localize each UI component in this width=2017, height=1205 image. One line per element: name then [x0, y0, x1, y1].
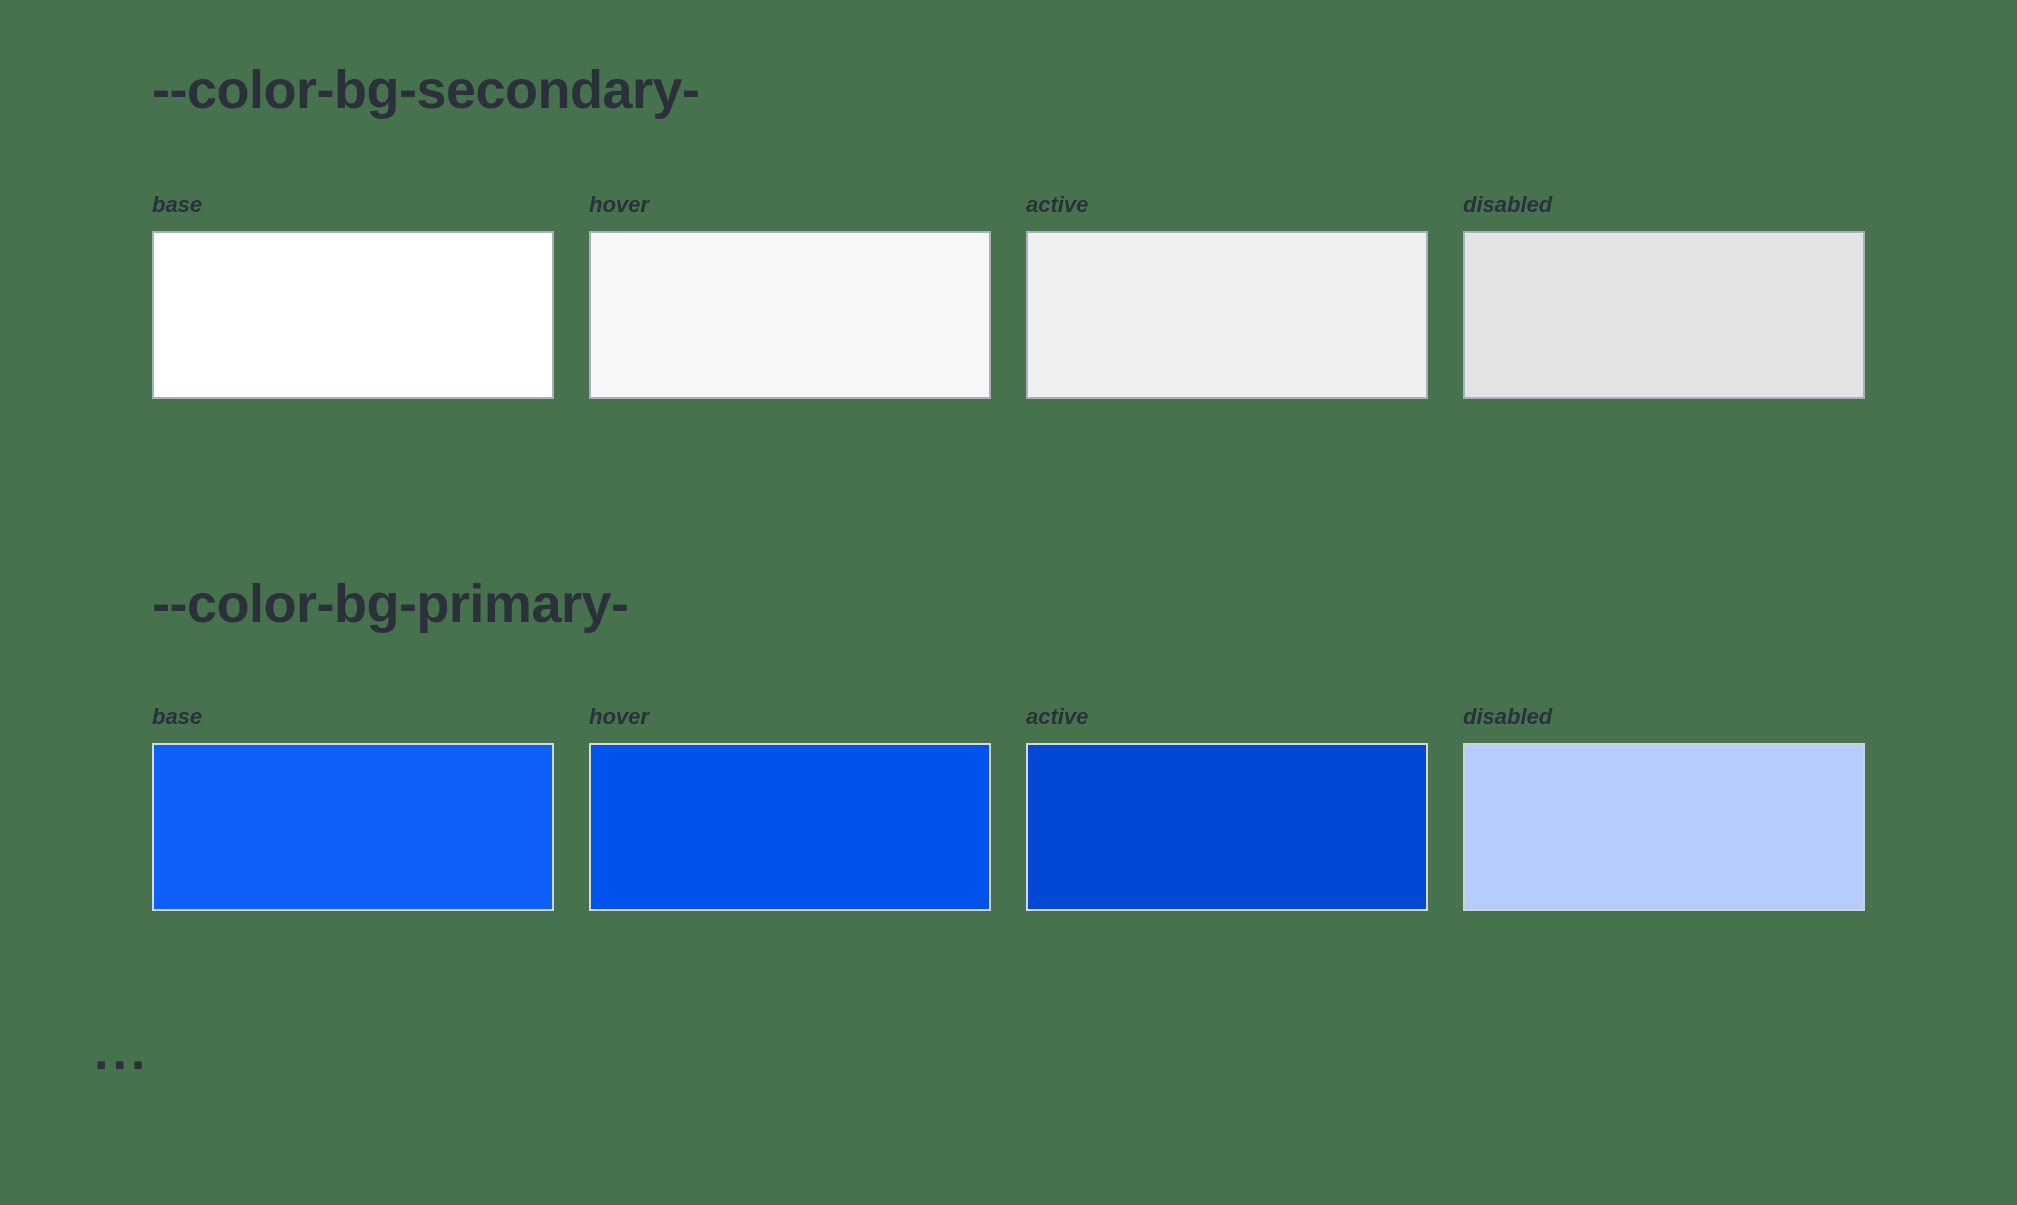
swatch-column-base: base — [152, 192, 554, 399]
state-label-disabled: disabled — [1463, 192, 1553, 217]
state-label-hover: hover — [589, 704, 649, 729]
swatch-column-disabled: disabled — [1463, 192, 1865, 399]
state-label-active: active — [1026, 704, 1089, 729]
token-section-bg-primary: --color-bg-primary- base hover active di… — [152, 576, 2017, 911]
swatch-row-bg-primary: base hover active disabled — [152, 704, 2017, 911]
state-label-base: base — [152, 192, 203, 217]
state-label-disabled: disabled — [1463, 704, 1553, 729]
state-label-hover: hover — [589, 192, 649, 217]
color-swatch-bg-secondary-active — [1026, 231, 1428, 399]
token-title-bg-secondary: --color-bg-secondary- — [152, 60, 700, 120]
token-title-bg-primary: --color-bg-primary- — [152, 574, 629, 634]
swatch-column-active: active — [1026, 704, 1428, 911]
state-label-active: active — [1026, 192, 1089, 217]
swatch-row-bg-secondary: base hover active disabled — [152, 192, 2017, 399]
color-swatch-bg-primary-disabled — [1463, 743, 1865, 911]
color-swatch-bg-secondary-disabled — [1463, 231, 1865, 399]
color-swatch-bg-secondary-hover — [589, 231, 991, 399]
state-label-base: base — [152, 704, 203, 729]
swatch-column-hover: hover — [589, 704, 991, 911]
swatch-column-base: base — [152, 704, 554, 911]
color-swatch-bg-primary-hover — [589, 743, 991, 911]
swatch-column-hover: hover — [589, 192, 991, 399]
token-section-bg-secondary: --color-bg-secondary- base hover active … — [152, 62, 2017, 399]
color-swatch-bg-primary-base — [152, 743, 554, 911]
more-tokens-ellipsis: ... — [94, 1023, 150, 1081]
color-swatch-bg-primary-active — [1026, 743, 1428, 911]
color-swatch-bg-secondary-base — [152, 231, 554, 399]
swatch-column-active: active — [1026, 192, 1428, 399]
swatch-column-disabled: disabled — [1463, 704, 1865, 911]
